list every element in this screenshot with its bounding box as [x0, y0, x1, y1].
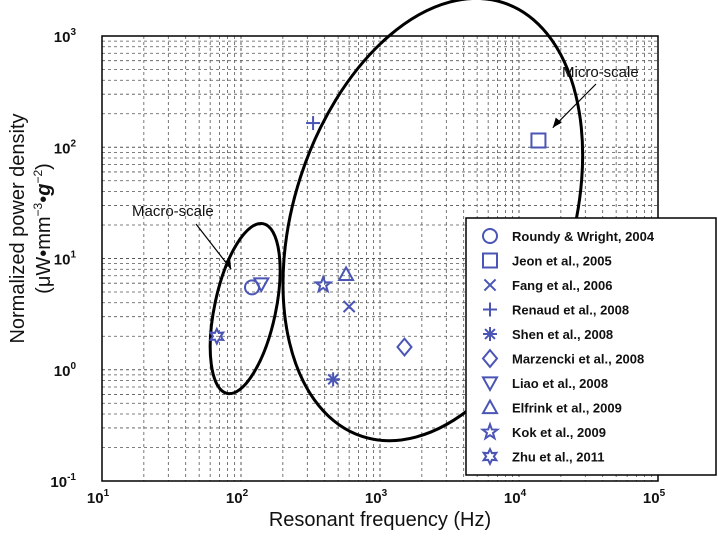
- x-tick-label: 104: [504, 488, 527, 507]
- y-tick-label: 102: [54, 138, 77, 157]
- legend-entry: Marzencki et al., 2008: [512, 352, 644, 367]
- data-point-square: [531, 133, 545, 147]
- data-point-asterisk: [326, 372, 340, 386]
- data-point-diamond: [397, 339, 411, 356]
- legend-entry: Fang et al., 2006: [512, 278, 612, 293]
- micro-scale-label: Micro-scale: [562, 64, 639, 81]
- legend-entry: Elfrink et al., 2009: [512, 401, 622, 416]
- x-tick-label: 105: [643, 488, 666, 507]
- legend-entry: Shen et al., 2008: [512, 327, 613, 342]
- x-tick-label: 102: [226, 488, 249, 507]
- data-point-triangle-down: [254, 278, 268, 291]
- legend-entry: Zhu et al., 2011: [512, 450, 605, 465]
- data-point-plus: [306, 116, 320, 130]
- legend-entry: Renaud et al., 2008: [512, 303, 629, 318]
- legend-entry: Roundy & Wright, 2004: [512, 229, 655, 244]
- data-point-star5: [316, 277, 331, 291]
- x-tick-label: 101: [87, 488, 110, 507]
- y-tick-label: 103: [54, 27, 77, 46]
- y-tick-label: 101: [54, 250, 77, 269]
- y-axis-label-line1: Normalized power density: [7, 113, 29, 343]
- y-tick-label: 10-1: [50, 472, 76, 491]
- y-axis-label-line2: (μW•mm−3•g−2): [31, 163, 55, 294]
- x-tick-label: 103: [365, 488, 388, 507]
- y-tick-label: 100: [54, 361, 77, 380]
- legend: Roundy & Wright, 2004 Jeon et al., 2005 Fa…: [466, 218, 716, 475]
- legend-entry: Kok et al., 2009: [512, 425, 606, 440]
- macro-scale-label: Macro-scale: [132, 203, 214, 220]
- legend-entry: Jeon et al., 2005: [512, 254, 612, 269]
- legend-entry: Liao et al., 2008: [512, 376, 608, 391]
- x-axis-label: Resonant frequency (Hz): [269, 509, 491, 531]
- legend-marker-asterisk: [483, 327, 497, 341]
